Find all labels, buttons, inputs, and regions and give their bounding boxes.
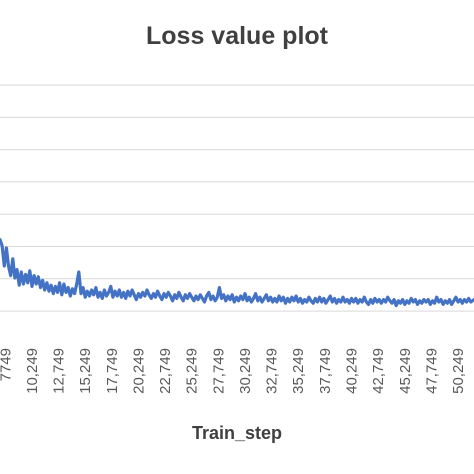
x-axis-title: Train_step — [191, 423, 283, 443]
x-tick-label: 17,749 — [104, 348, 121, 394]
x-tick-label: 47,749 — [423, 348, 440, 394]
loss-series-line — [0, 238, 474, 308]
x-tick-label: 25,249 — [184, 348, 201, 394]
x-tick-label: 40,249 — [344, 348, 361, 394]
x-tick-labels: 7749 10,249 12,749 15,249 17,749 20,249 22,749… — [0, 348, 467, 394]
x-tick-label: 30,249 — [237, 348, 254, 394]
x-tick-label: 35,249 — [290, 348, 307, 394]
gridlines — [0, 84, 474, 312]
x-tick-label: 42,749 — [370, 348, 387, 394]
x-tick-label: 37,749 — [317, 348, 334, 394]
x-tick-label: 10,249 — [24, 348, 41, 394]
series-layer — [0, 238, 474, 308]
x-tick-label: 32,749 — [264, 348, 281, 394]
x-tick-label: 22,749 — [157, 348, 174, 394]
x-tick-label: 50,249 — [450, 348, 467, 394]
x-tick-label: 27,749 — [210, 348, 227, 394]
x-tick-label: 7749 — [0, 348, 14, 381]
x-tick-label: 45,249 — [397, 348, 414, 394]
x-tick-label: 12,749 — [51, 348, 68, 394]
x-tick-label: 15,249 — [77, 348, 94, 394]
chart-title: Loss value plot — [146, 22, 328, 50]
x-tick-label: 20,249 — [130, 348, 147, 394]
